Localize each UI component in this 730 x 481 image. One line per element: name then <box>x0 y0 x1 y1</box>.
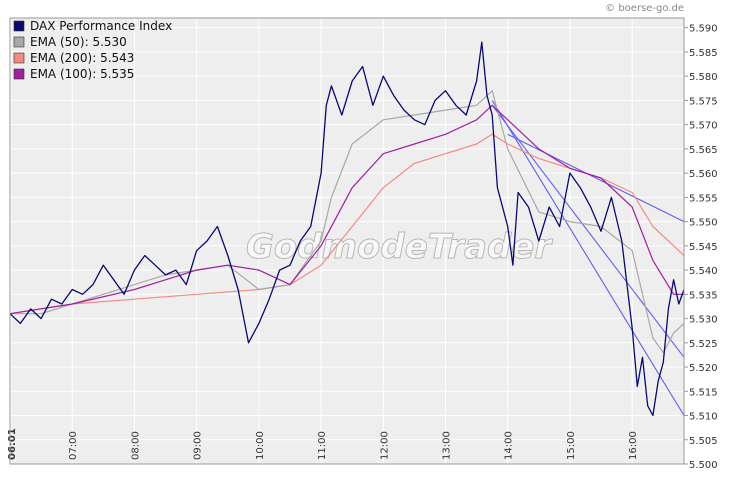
y-tick-label: 5.565 <box>689 145 718 156</box>
y-tick-label: 5.580 <box>689 72 718 83</box>
trend-lines <box>491 100 685 416</box>
legend-swatch <box>13 52 25 64</box>
legend-swatch <box>13 20 25 32</box>
y-tick-label: 5.520 <box>689 363 718 374</box>
series-line-3 <box>9 104 684 315</box>
y-tick-label: 5.560 <box>689 169 718 180</box>
y-tick-label: 5.550 <box>689 218 718 229</box>
x-tick-label: 07:00 <box>68 431 79 460</box>
x-tick-label: 16:00 <box>628 431 639 460</box>
y-tick-label: 5.590 <box>689 24 718 35</box>
y-tick-label: 5.505 <box>689 436 718 447</box>
x-tick-label: 10:00 <box>255 431 266 460</box>
legend: DAX Performance Index EMA (50): 5.530 EMA … <box>13 19 172 81</box>
x-tick-label: 11:00 <box>317 431 328 460</box>
x-axis: 06:01 07:00 08:00 09:00 10:00 11:00 12:00 13:00… <box>7 428 639 460</box>
legend-label: EMA (50): 5.530 <box>30 35 127 49</box>
x-tick-label: 14:00 <box>504 431 515 460</box>
legend-swatch <box>13 68 25 80</box>
legend-label: EMA (200): 5.543 <box>30 51 134 65</box>
legend-swatch <box>13 36 25 48</box>
series-line-2 <box>9 133 685 315</box>
y-tick-label: 5.570 <box>689 121 718 132</box>
legend-label: DAX Performance Index <box>30 19 172 33</box>
y-tick-label: 5.530 <box>689 315 718 326</box>
trend-line <box>491 104 685 358</box>
trend-line <box>507 133 685 223</box>
series-lines <box>9 41 685 417</box>
y-tick-label: 5.540 <box>689 266 718 277</box>
x-tick-label: 12:00 <box>379 431 390 460</box>
y-tick-label: 5.585 <box>689 48 718 59</box>
y-tick-label: 5.515 <box>689 387 718 398</box>
x-tick-label: 08:00 <box>130 431 141 460</box>
x-tick-label: 06:01 <box>7 428 18 460</box>
legend-label: EMA (100): 5.535 <box>30 67 134 81</box>
y-tick-label: 5.575 <box>689 96 718 107</box>
y-tick-label: 5.535 <box>689 290 718 301</box>
y-tick-label: 5.500 <box>689 460 718 471</box>
x-tick-label: 15:00 <box>566 431 577 460</box>
y-tick-label: 5.510 <box>689 412 718 423</box>
credit-text: © boerse-go.de <box>605 3 684 14</box>
x-tick-label: 13:00 <box>442 431 453 460</box>
plot-area <box>10 18 684 464</box>
y-axis: 5.500 5.505 5.510 5.515 5.520 5.525 5.530 5.535… <box>684 24 718 471</box>
series-line-0 <box>9 41 685 417</box>
plot-border <box>9 17 685 465</box>
y-tick-label: 5.545 <box>689 242 718 253</box>
x-tick-label: 09:00 <box>193 431 204 460</box>
y-tick-label: 5.525 <box>689 339 718 350</box>
trend-line <box>491 100 685 416</box>
y-tick-label: 5.555 <box>689 193 718 204</box>
